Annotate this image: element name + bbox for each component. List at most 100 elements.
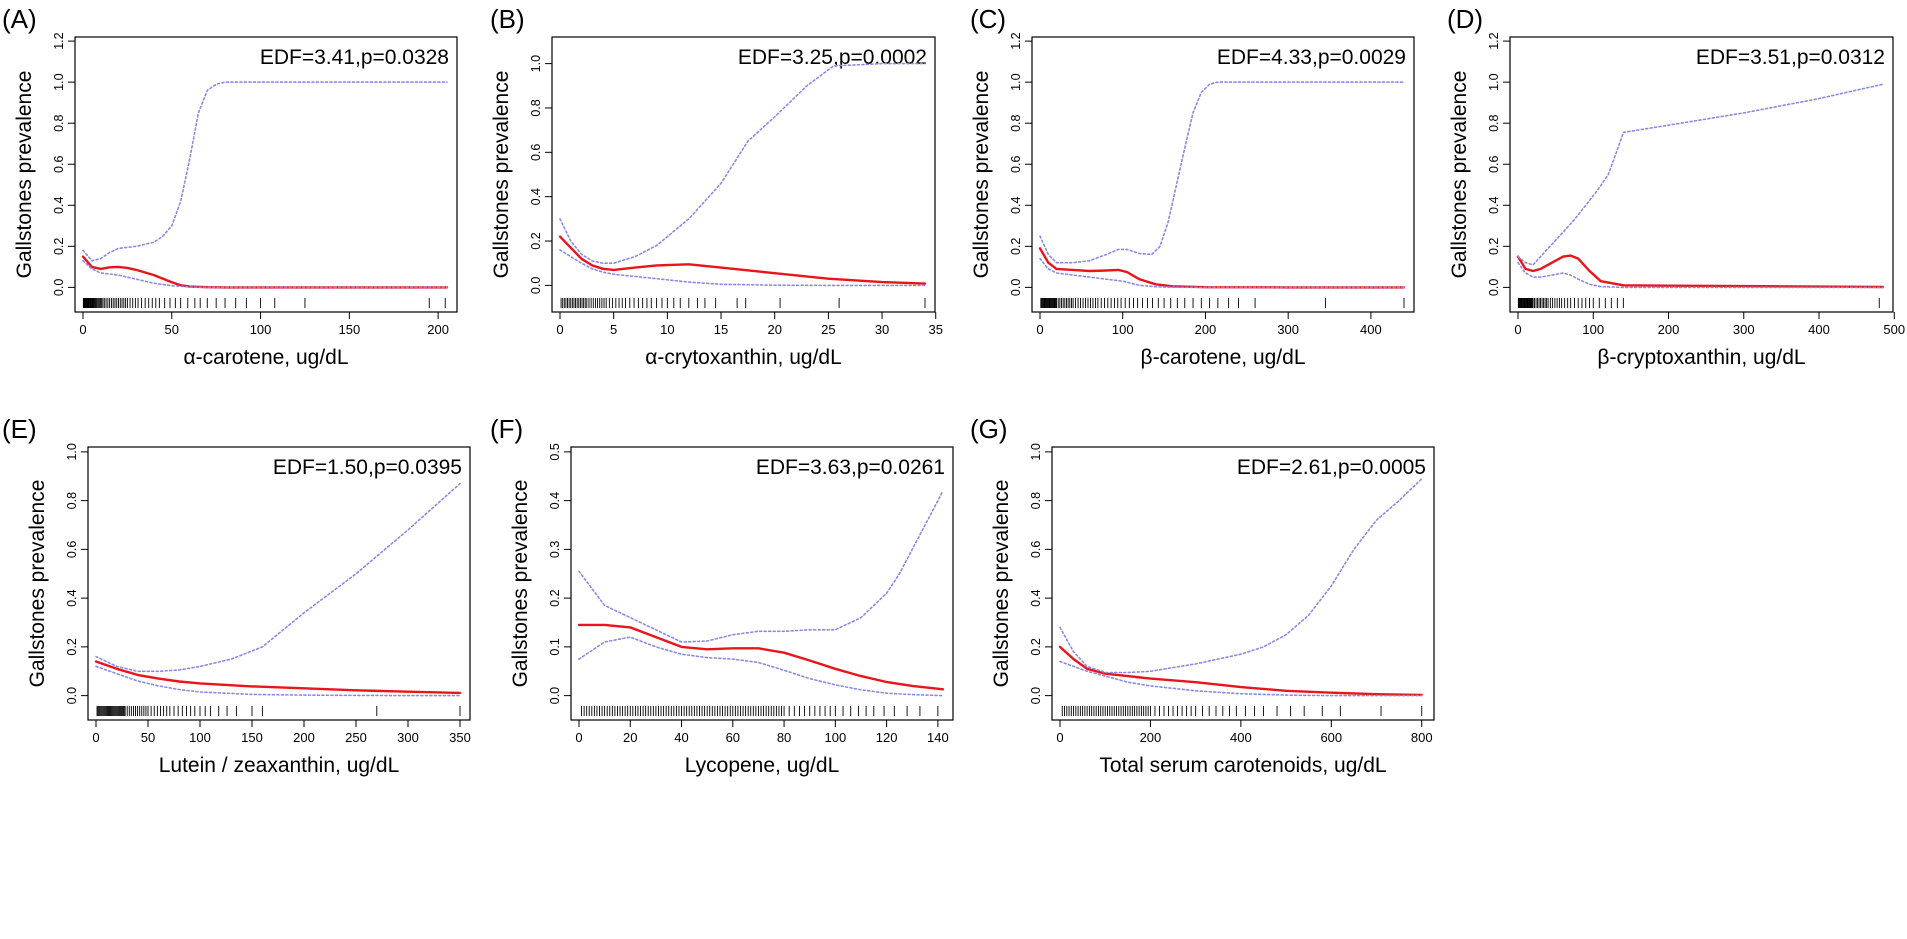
y-axis-title: Gallstones prevalence [970, 71, 993, 279]
x-tick-label: 20 [623, 730, 637, 745]
x-tick-label: 120 [876, 730, 898, 745]
y-tick-label: 0.8 [65, 492, 79, 509]
x-tick-label: 25 [821, 322, 835, 337]
y-tick-label: 1.0 [65, 443, 79, 460]
x-tick-label: 0 [79, 322, 86, 337]
x-tick-label: 300 [1733, 322, 1755, 337]
fit-line [1516, 254, 1885, 289]
y-tick-label: 0.2 [1009, 238, 1023, 255]
y-tick-label: 0.2 [1029, 638, 1043, 655]
y-tick-label: 0.4 [1029, 589, 1043, 606]
ci-lower-line [578, 636, 944, 697]
y-tick-label: 0.6 [1009, 156, 1023, 173]
y-tick-label: 1.2 [1487, 32, 1501, 49]
y-tick-label: 0.4 [52, 197, 66, 214]
y-tick-label: 0.0 [1009, 279, 1023, 296]
x-tick-label: 100 [189, 730, 211, 745]
x-tick-label: 200 [1140, 730, 1162, 745]
y-tick-label: 0.6 [52, 156, 66, 173]
edf-annotation: EDF=3.51,p=0.0312 [1696, 46, 1885, 69]
y-tick-label: 0.4 [529, 188, 543, 205]
y-axis-title: Gallstones prevalence [26, 480, 49, 688]
x-tick-label: 0 [1056, 730, 1063, 745]
panel-label: (A) [2, 4, 37, 34]
panel-label: (D) [1447, 4, 1483, 34]
panel-label: (C) [970, 4, 1006, 34]
x-tick-label: 300 [397, 730, 419, 745]
fit-line [558, 235, 927, 285]
y-tick-label: 0.4 [1487, 197, 1501, 214]
plot-frame [1051, 446, 1435, 721]
plot-frame [570, 446, 954, 721]
fit-line [94, 660, 462, 695]
y-tick-label: 1.0 [52, 73, 66, 90]
edf-annotation: EDF=3.25,p=0.0002 [738, 46, 927, 69]
y-tick-label: 0.3 [548, 541, 562, 558]
y-tick-label: 0.4 [65, 589, 79, 606]
y-tick-label: 1.2 [52, 32, 66, 49]
ci-lower-line [82, 259, 448, 289]
x-tick-label: 500 [1883, 322, 1905, 337]
x-axis-title: α-carotene, ug/dL [183, 346, 348, 369]
y-tick-label: 0.6 [1029, 541, 1043, 558]
x-axis-title: Lycopene, ug/dL [685, 754, 840, 777]
x-axis-title: Total serum carotenoids, ug/dL [1099, 754, 1386, 777]
panel-label: (B) [490, 4, 525, 34]
y-tick-label: 0.4 [1009, 197, 1023, 214]
panel-label: (G) [970, 414, 1008, 444]
ci-lower-line [1517, 261, 1884, 289]
chart-panel-3: (C) EDF=4.33,p=0.0029 0.0 0.2 0.4 0.6 0.8 1.0 1.… [970, 4, 1415, 369]
plot-frame [1509, 36, 1894, 313]
fit-line [1038, 247, 1406, 289]
fit-line [577, 623, 945, 691]
panel-label: (F) [490, 414, 523, 444]
x-tick-label: 0 [556, 322, 563, 337]
y-tick-label: 0.5 [548, 443, 562, 460]
chart-panel-7: (G) EDF=2.61,p=0.0005 0.0 0.2 0.4 0.6 0.8 1.0 0 2… [970, 414, 1435, 777]
x-tick-label: 0 [1514, 322, 1521, 337]
plot-frame [1031, 36, 1415, 313]
x-tick-label: 600 [1320, 730, 1342, 745]
chart-panel-2: (B) EDF=3.25,p=0.0002 0.0 0.2 0.4 0.6 0.8 1.0 0 5… [490, 4, 943, 369]
x-tick-label: 0 [575, 730, 582, 745]
x-tick-label: 20 [767, 322, 781, 337]
y-tick-label: 0.2 [65, 638, 79, 655]
chart-panel-5: (E) EDF=1.50,p=0.0395 0.0 0.2 0.4 0.6 0.8 1.0 0 5… [2, 414, 471, 777]
ci-upper-line [1517, 83, 1884, 266]
x-axis-title: β-carotene, ug/dL [1140, 346, 1305, 369]
ci-upper-line [578, 490, 944, 643]
x-tick-label: 0 [1036, 322, 1043, 337]
x-tick-label: 350 [449, 730, 471, 745]
y-axis-title: Gallstones prevalence [490, 71, 513, 279]
x-tick-label: 200 [427, 322, 449, 337]
y-tick-label: 1.2 [1009, 32, 1023, 49]
edf-annotation: EDF=2.61,p=0.0005 [1237, 456, 1426, 479]
x-tick-label: 200 [1195, 322, 1217, 337]
x-tick-label: 50 [165, 322, 179, 337]
y-tick-label: 0.8 [1487, 114, 1501, 131]
x-tick-label: 5 [610, 322, 617, 337]
y-tick-label: 0.6 [65, 541, 79, 558]
fit-line [1058, 645, 1423, 697]
y-axis-title: Gallstones prevalence [990, 480, 1013, 688]
x-axis-title: β-cryptoxanthin, ug/dL [1597, 346, 1805, 369]
x-tick-label: 100 [1112, 322, 1134, 337]
ci-upper-line [559, 62, 926, 265]
x-tick-label: 250 [345, 730, 367, 745]
x-tick-label: 60 [726, 730, 740, 745]
x-tick-label: 100 [1582, 322, 1604, 337]
x-tick-label: 400 [1230, 730, 1252, 745]
ci-upper-line [1039, 81, 1405, 264]
x-tick-label: 40 [674, 730, 688, 745]
y-axis-title: Gallstones prevalence [509, 480, 532, 688]
x-tick-label: 30 [875, 322, 889, 337]
edf-annotation: EDF=4.33,p=0.0029 [1217, 46, 1406, 69]
y-axis-title: Gallstones prevalence [1448, 71, 1471, 279]
y-tick-label: 1.0 [1029, 443, 1043, 460]
x-tick-label: 200 [1658, 322, 1680, 337]
chart-panel-6: (F) EDF=3.63,p=0.0261 0.0 0.1 0.2 0.3 0.4 0.5 0 2… [490, 414, 954, 777]
y-tick-label: 0.8 [1029, 492, 1043, 509]
y-tick-label: 0.1 [548, 638, 562, 655]
y-tick-label: 0.2 [52, 238, 66, 255]
